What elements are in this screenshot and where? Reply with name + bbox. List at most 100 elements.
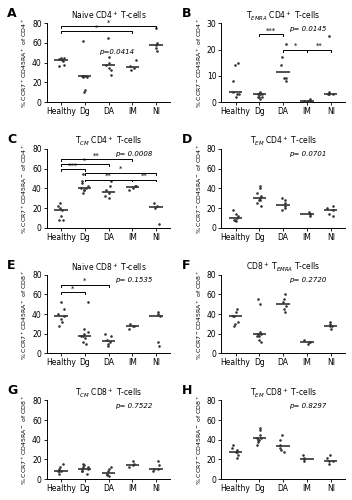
Point (326, 460, 332, 468)
Point (232, 216, 238, 224)
Point (78, 332, 84, 340)
Point (230, 88, 236, 96)
Point (56, 62, 62, 70)
Y-axis label: % CCR7$^+$CD45RA$^-$ of CD4$^+$: % CCR7$^+$CD45RA$^-$ of CD4$^+$ (20, 143, 29, 234)
Point (108, 176, 114, 184)
Point (128, 320, 133, 328)
Point (232, 62, 237, 70)
Point (279, 194, 285, 202)
Point (78, 184, 84, 192)
Point (306, 340, 311, 347)
Point (155, 466, 160, 473)
Point (105, 340, 111, 347)
Point (231, 216, 237, 224)
Point (56, 468, 62, 475)
Point (56, 322, 62, 330)
Point (55, 310, 61, 318)
Point (257, 328, 263, 336)
Text: p= 0.0701: p= 0.0701 (289, 152, 327, 158)
Point (107, 182, 113, 190)
Point (258, 330, 264, 338)
Point (155, 39, 160, 47)
Point (330, 202, 335, 210)
Point (257, 90, 263, 98)
Point (155, 458, 161, 466)
Text: ***: *** (68, 162, 78, 168)
Point (281, 74, 287, 82)
Point (308, 338, 313, 345)
Point (152, 466, 157, 473)
Point (106, 342, 111, 349)
Point (132, 182, 138, 190)
Point (327, 450, 332, 458)
Point (60, 56, 65, 64)
Point (151, 199, 157, 207)
Point (254, 190, 260, 198)
Point (80, 190, 86, 198)
Title: T$_{EM}$ CD4$^+$ T-cells: T$_{EM}$ CD4$^+$ T-cells (250, 135, 316, 148)
Point (301, 97, 307, 105)
Point (130, 322, 136, 330)
Point (234, 446, 239, 454)
Point (254, 332, 260, 340)
Point (325, 454, 330, 462)
Text: D: D (182, 133, 192, 146)
Point (79, 468, 85, 475)
Title: T$_{CM}$ CD8$^+$ T-cells: T$_{CM}$ CD8$^+$ T-cells (75, 386, 142, 400)
Point (277, 436, 283, 444)
Point (279, 54, 285, 62)
Point (233, 308, 239, 316)
Point (258, 192, 264, 200)
Point (80, 37, 86, 45)
Title: CD8$^+$ T$_{EMRA}$ T-cells: CD8$^+$ T$_{EMRA}$ T-cells (246, 261, 320, 274)
Point (327, 210, 332, 218)
Point (104, 470, 110, 478)
Y-axis label: % CCR7$^+$CD45RA$^+$ of CD4$^+$: % CCR7$^+$CD45RA$^+$ of CD4$^+$ (20, 18, 29, 108)
Point (131, 322, 137, 330)
Point (283, 77, 289, 85)
Point (282, 290, 288, 298)
Point (103, 186, 109, 194)
Point (231, 77, 236, 85)
Point (130, 458, 136, 466)
Point (58, 54, 64, 62)
Point (81, 338, 86, 345)
Point (255, 90, 260, 98)
Point (59, 318, 64, 326)
Point (254, 434, 260, 442)
Point (257, 96, 263, 104)
Point (234, 305, 240, 313)
Point (277, 444, 283, 452)
Text: p= 0.0008: p= 0.0008 (115, 152, 152, 158)
Point (231, 312, 237, 320)
Point (108, 464, 114, 471)
Point (85, 298, 91, 306)
Point (306, 338, 312, 345)
Point (106, 190, 112, 198)
Point (232, 320, 238, 328)
Point (330, 458, 335, 466)
Text: ***: *** (266, 28, 276, 34)
Point (128, 66, 134, 74)
Point (152, 204, 158, 212)
Point (151, 468, 156, 475)
Point (257, 300, 263, 308)
Text: p= 0.1535: p= 0.1535 (115, 277, 152, 283)
Point (235, 58, 240, 66)
Point (81, 462, 87, 469)
Point (80, 460, 86, 468)
Point (308, 96, 313, 104)
Point (305, 97, 311, 105)
Point (154, 47, 160, 55)
Point (232, 322, 237, 330)
Y-axis label: % CCR7$^-$CD45RA$^+$ of CD4$^+$: % CCR7$^-$CD45RA$^+$ of CD4$^+$ (195, 18, 204, 108)
Title: Naive CD8$^+$ T-cells: Naive CD8$^+$ T-cells (71, 261, 146, 272)
Text: E: E (7, 258, 15, 272)
Point (330, 206, 335, 214)
Point (55, 202, 61, 210)
Text: p= 0.8297: p= 0.8297 (289, 402, 327, 408)
Point (61, 312, 67, 320)
Point (307, 210, 313, 218)
Text: *: * (71, 286, 75, 292)
Point (231, 440, 236, 448)
